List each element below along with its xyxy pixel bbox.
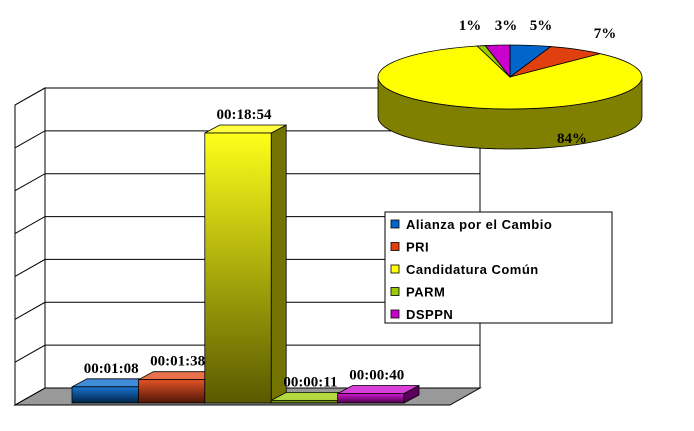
legend-swatch bbox=[390, 242, 400, 251]
pie-label: 7% bbox=[594, 26, 617, 42]
bar bbox=[337, 393, 405, 404]
legend-swatch bbox=[390, 264, 400, 274]
bar bbox=[71, 386, 139, 404]
pie-label: 3% bbox=[495, 18, 518, 34]
grid-line bbox=[14, 130, 480, 149]
legend-label: Alianza por el Cambio bbox=[406, 217, 552, 232]
legend-label: DSPPN bbox=[406, 307, 453, 322]
data-label: 00:00:40 bbox=[349, 367, 404, 383]
bar-top bbox=[337, 385, 420, 394]
legend-label: PARM bbox=[406, 285, 445, 300]
grid-line bbox=[14, 344, 480, 363]
bar-side bbox=[270, 124, 287, 404]
legend: Alianza por el Cambio PRI Candidatura Comú… bbox=[384, 211, 613, 324]
legend-box bbox=[384, 211, 613, 324]
legend-label: PRI bbox=[406, 240, 429, 255]
legend-label: Candidatura Común bbox=[406, 262, 539, 277]
pie: 5% 7% 84% 1% 3% bbox=[377, 18, 643, 150]
side-wall bbox=[14, 87, 46, 406]
pie-label: 84% bbox=[557, 131, 587, 147]
grid-line bbox=[14, 301, 480, 320]
grid bbox=[14, 87, 480, 406]
bars: 00:01:08 00:01:38 00:18:54 00:00:11 00:00:40 bbox=[71, 107, 420, 404]
legend-swatch bbox=[390, 219, 400, 229]
data-label: 00:00:11 bbox=[283, 374, 337, 390]
bar bbox=[204, 132, 272, 404]
legend-swatch bbox=[390, 309, 400, 319]
bar-top bbox=[204, 124, 287, 134]
legend-swatch bbox=[390, 287, 400, 296]
data-label: 00:01:38 bbox=[150, 354, 205, 370]
pie-slice bbox=[484, 44, 511, 79]
bar bbox=[270, 399, 339, 404]
grid-line bbox=[14, 387, 480, 406]
bar bbox=[137, 379, 206, 404]
grid-line bbox=[14, 216, 480, 235]
grid-line bbox=[14, 173, 480, 192]
data-label: 00:18:54 bbox=[217, 107, 272, 123]
grid-line bbox=[14, 258, 480, 277]
grid-line bbox=[14, 87, 480, 106]
pie-label: 5% bbox=[530, 18, 553, 34]
data-label: 00:01:08 bbox=[84, 361, 139, 377]
pie-label: 1% bbox=[459, 18, 482, 34]
